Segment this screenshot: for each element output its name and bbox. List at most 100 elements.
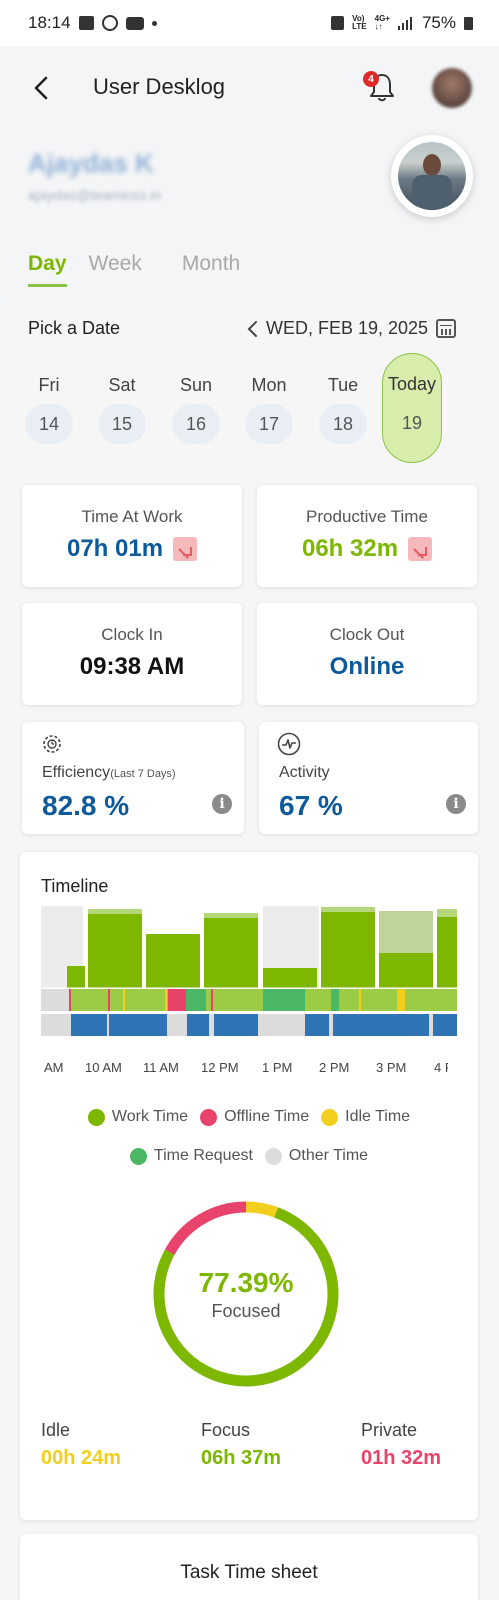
timeline-bar-top (88, 909, 142, 914)
time-at-work-value: 07h 01m (22, 535, 242, 563)
calendar-icon[interactable] (436, 319, 457, 338)
more-notifications-dot-icon (151, 20, 157, 26)
offline-time-dot (200, 1108, 218, 1126)
productive-time-value: 06h 32m (257, 535, 477, 563)
work-time-dot (87, 1108, 105, 1126)
donut-segment-private (153, 1201, 339, 1387)
timeline-legend: Time Request Other Time (20, 1147, 478, 1165)
day-item[interactable]: Mon 17 (240, 355, 298, 465)
other-time-dot (264, 1147, 282, 1165)
tab-month[interactable]: Month (181, 252, 241, 275)
focus-percentage: 77.39% (198, 1266, 294, 1298)
sim-icon (331, 16, 345, 30)
efficiency-label: Efficiency(Last 7 Days) (42, 764, 176, 781)
timeline-bar (67, 966, 85, 988)
clock-in-value: 09:38 AM (79, 653, 185, 680)
whatsapp-icon (101, 15, 118, 31)
idle-time-dot (321, 1108, 339, 1126)
axis-tick-label: AM (44, 1060, 64, 1075)
tab-week[interactable]: Week (88, 252, 142, 275)
timeline-bar (379, 953, 433, 988)
legend-item: Other Time (264, 1147, 368, 1165)
trend-down-icon (408, 537, 433, 561)
activity-card: Activity 67 % i (259, 722, 478, 834)
status-strip (41, 989, 457, 1011)
app-header: User Desklog (0, 46, 499, 132)
current-date: WED, FEB 19, 2025 (266, 318, 429, 338)
status-bar: 18:14 Vo) LTE 4G+ ↓↑ 75% (0, 0, 499, 46)
productive-time-label: Productive Time (306, 507, 428, 526)
chevron-left-icon (34, 76, 48, 100)
timeline-legend: Work Time Offline Time Idle Time (20, 1108, 478, 1126)
axis-tick-label: 3 PM (376, 1060, 407, 1075)
timeline-bar-top (204, 913, 258, 918)
period-tabs: Day Week Month (28, 252, 240, 287)
battery-percent: 75% (421, 13, 456, 32)
user-email: ajaydas@teamioss.in (28, 187, 162, 203)
avatar (398, 142, 466, 210)
day-item[interactable]: Fri 14 (20, 355, 78, 465)
notification-badge: 4 (363, 71, 379, 87)
gear-clock-icon (43, 735, 61, 753)
header-avatar[interactable] (432, 68, 472, 108)
legend-item: Work Time (87, 1108, 188, 1126)
focus-label: Focused (211, 1300, 281, 1321)
date-navigator: WED, FEB 19, 2025 (246, 318, 457, 339)
battery-icon (464, 16, 473, 30)
day-selector: Fri 14 Sat 15 Sun 16 Mon 17 Tue 18 Today… (20, 353, 480, 465)
page-title: User Desklog (93, 74, 226, 99)
day-item[interactable]: Tue 18 (314, 355, 372, 465)
timeline-bar-top (321, 907, 375, 912)
axis-tick-label: 10 AM (85, 1060, 122, 1075)
activity-value: 67 % (279, 790, 343, 821)
task-time-sheet-title: Task Time sheet (180, 1562, 318, 1583)
axis-tick-label: 12 PM (201, 1060, 239, 1075)
legend-item: Time Request (129, 1147, 253, 1165)
day-item[interactable]: Sun 16 (167, 355, 225, 465)
axis-tick-label: 2 PM (319, 1060, 350, 1075)
timeline-bar (146, 934, 200, 988)
tab-day[interactable]: Day (28, 252, 67, 287)
idle-stat: Idle 00h 24m (41, 1420, 122, 1469)
status-time: 18:14 (28, 13, 71, 32)
pulse-icon (277, 732, 301, 756)
previous-date-chevron-icon[interactable] (246, 320, 258, 338)
time-at-work-card: Time At Work 07h 01m (22, 485, 242, 587)
info-icon[interactable]: i (212, 794, 232, 814)
axis-tick-label: 11 AM (143, 1060, 179, 1075)
4g-indicator: 4G+ ↓↑ (374, 14, 390, 31)
timeline-axis: AM 10 AM 11 AM 12 PM 1 PM 2 PM 3 PM 4 PM (40, 1060, 448, 1076)
timeline-chart[interactable] (41, 906, 457, 1050)
activity-label: Activity (279, 764, 330, 781)
axis-tick-label: 1 PM (262, 1060, 293, 1075)
day-item[interactable]: Sat 15 (93, 355, 151, 465)
back-button[interactable] (26, 70, 56, 106)
efficiency-card: Efficiency(Last 7 Days) 82.8 % i (22, 722, 244, 834)
volte-indicator: Vo) LTE (352, 14, 367, 31)
axis-tick-label: 4 PM (434, 1060, 448, 1075)
timeline-bar (204, 918, 258, 988)
legend-item: Offline Time (200, 1108, 309, 1126)
time-request-dot (129, 1147, 147, 1165)
youtube-icon (125, 16, 144, 30)
private-stat: Private 01h 32m (361, 1420, 442, 1469)
profile-photo (391, 135, 473, 217)
info-icon[interactable]: i (446, 794, 466, 814)
time-at-work-label: Time At Work (81, 507, 183, 526)
clock-out-value: Online (329, 653, 405, 680)
day-item-today[interactable]: Today 19 (382, 353, 442, 463)
user-name: Ajaydas K (28, 148, 154, 178)
clock-out-label: Clock Out (329, 625, 405, 644)
timeline-bar-other (379, 911, 433, 953)
gallery-icon (78, 16, 94, 30)
clock-out-card: Clock Out Online (257, 603, 477, 705)
signal-icon (397, 17, 412, 30)
timeline-bar (88, 914, 142, 988)
clock-in-label: Clock In (101, 625, 163, 644)
focus-donut: 77.39% Focused (150, 1198, 342, 1390)
focus-stat: Focus 06h 37m (201, 1420, 282, 1469)
legend-item: Idle Time (321, 1108, 410, 1126)
timeline-bar (263, 968, 317, 988)
task-time-sheet-card[interactable]: Task Time sheet (20, 1534, 478, 1600)
pick-date-label: Pick a Date (28, 318, 121, 338)
